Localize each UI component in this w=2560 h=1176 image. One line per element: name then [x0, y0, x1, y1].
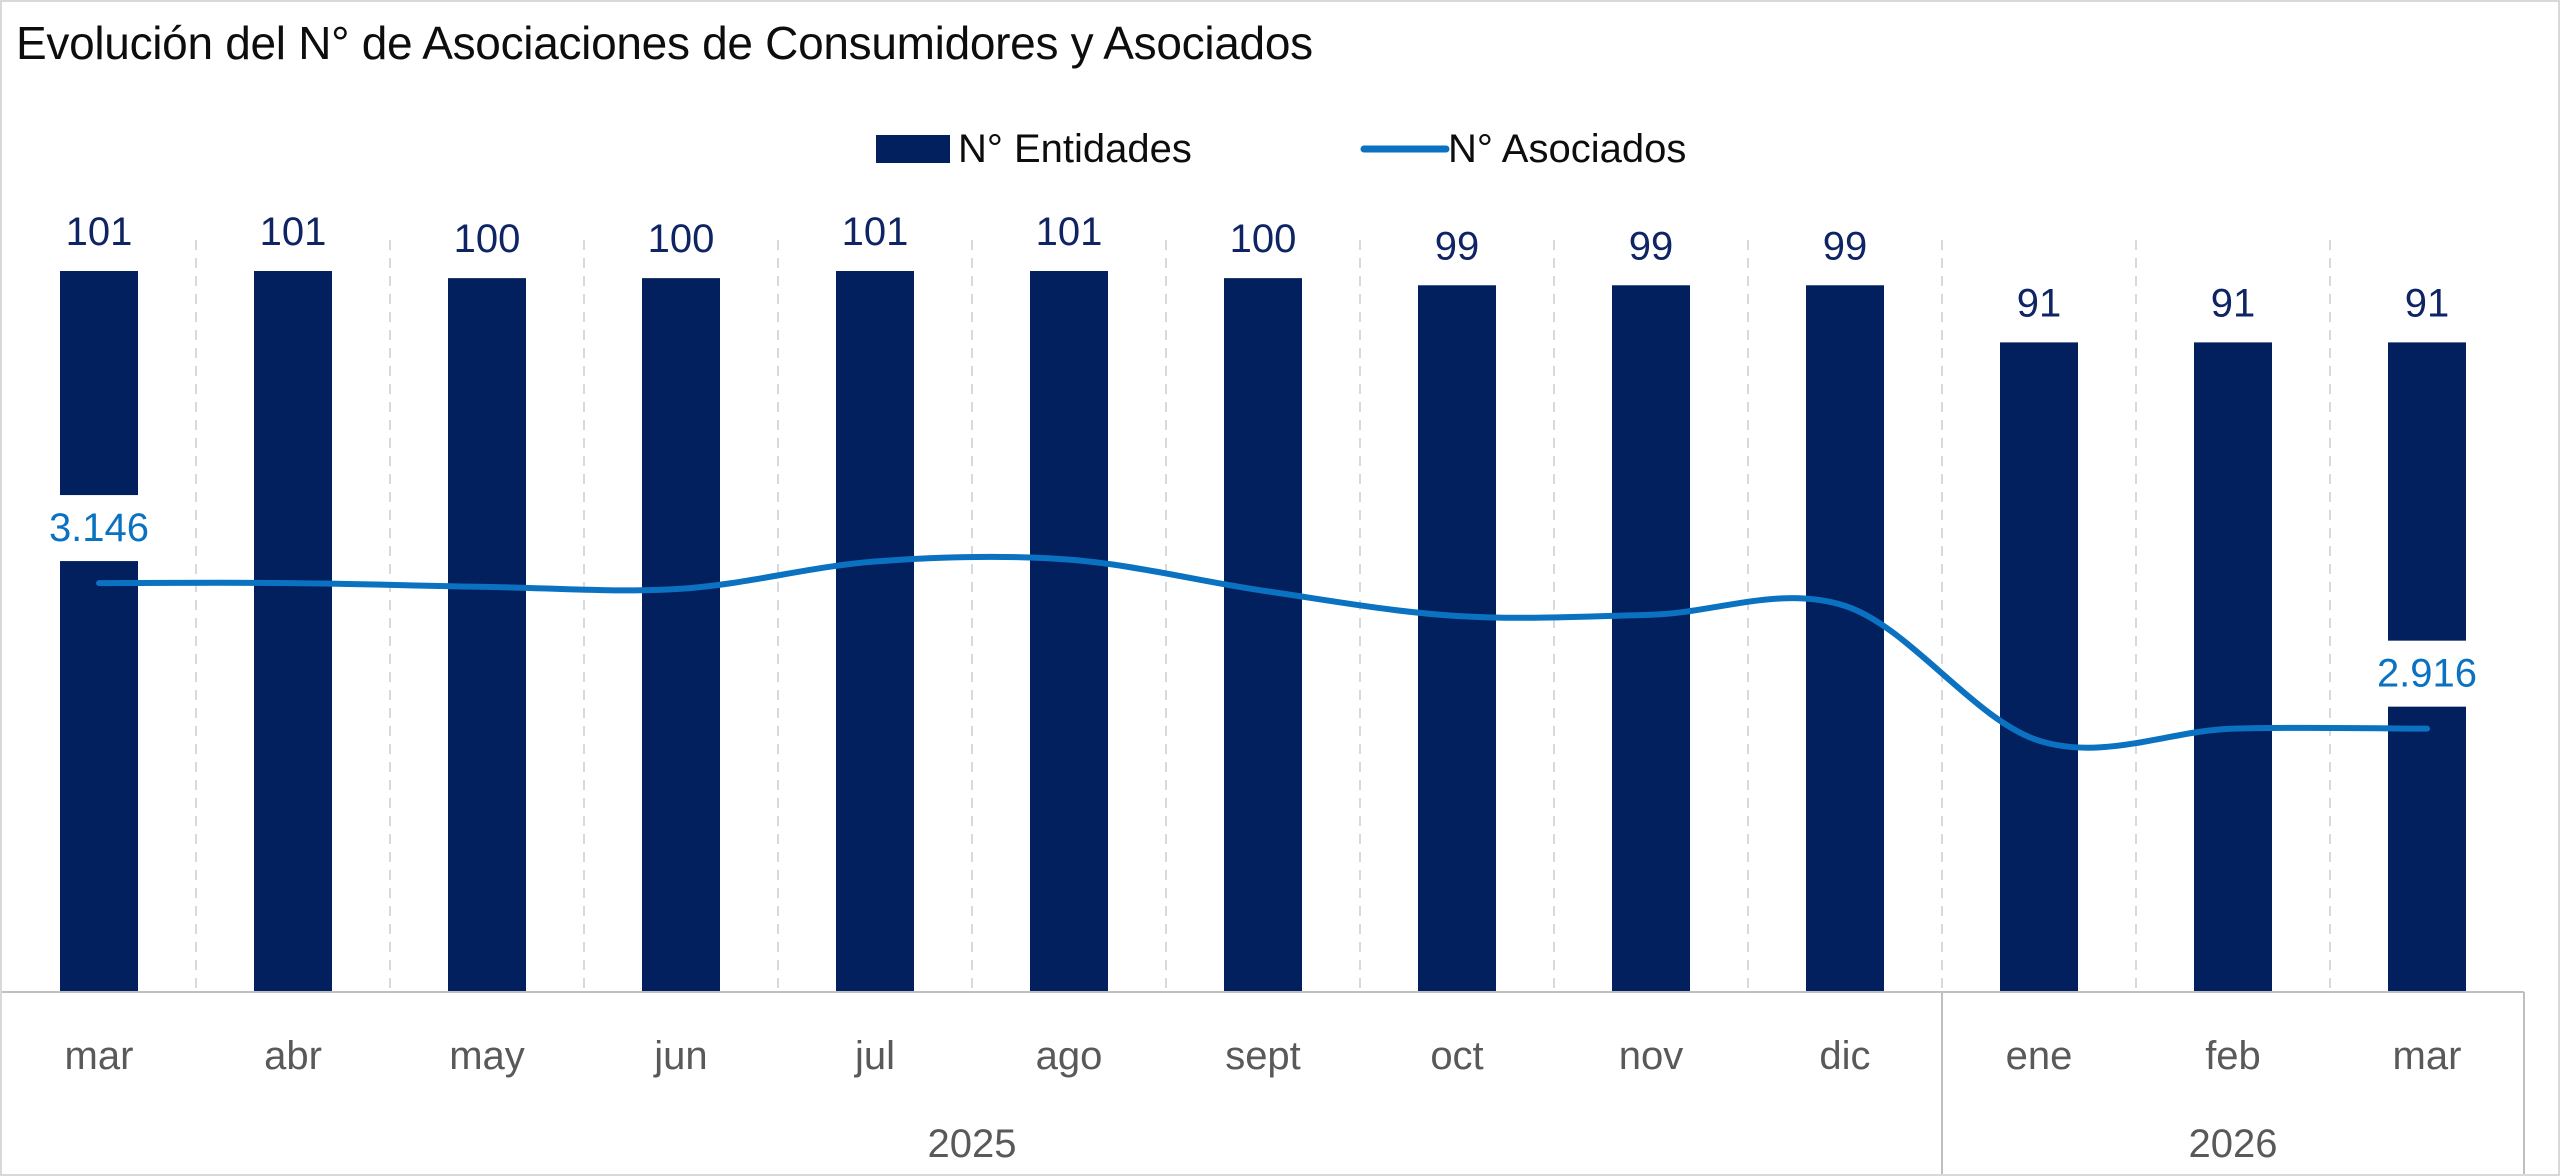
- bar: [2000, 342, 2078, 993]
- bar: [1030, 271, 1108, 992]
- bar: [60, 271, 138, 992]
- line-label-background: [2369, 640, 2485, 707]
- x-tick-label: oct: [1430, 1034, 1483, 1078]
- line-label-background: [41, 495, 157, 562]
- line-data-label: 3.146: [49, 506, 149, 550]
- bar-data-label: 101: [842, 210, 909, 254]
- x-tick-label: jun: [653, 1034, 707, 1078]
- bar: [448, 278, 526, 992]
- bar: [1418, 285, 1496, 992]
- x-axis: mar abr may jun jul ago sept oct nov dic ene feb mar…: [2, 991, 2525, 1174]
- x-tick-label: sept: [1225, 1034, 1301, 1078]
- data-labels: 101 101 100 100 101 101 100 99 99 99 91 91 91 3.146 2.…: [41, 210, 2485, 707]
- bars-entidades: [60, 271, 2466, 993]
- bar-data-label: 91: [2017, 281, 2062, 325]
- chart-title: Evolución del N° de Asociaciones de Cons…: [16, 17, 1313, 69]
- bar-data-label: 91: [2211, 281, 2256, 325]
- line-asociados: [96, 553, 2430, 751]
- x-tick-label: mar: [2393, 1034, 2462, 1078]
- x-tick-label: nov: [1619, 1034, 1684, 1078]
- x-tick-label: ago: [1036, 1034, 1103, 1078]
- bar-data-label: 101: [260, 210, 327, 254]
- x-tick-label: abr: [264, 1034, 322, 1078]
- x-group-label: 2025: [928, 1122, 1017, 1166]
- bar-data-label: 101: [1036, 210, 1103, 254]
- bar-data-label: 101: [66, 210, 133, 254]
- bar-data-label: 99: [1629, 224, 1674, 268]
- bar: [254, 271, 332, 992]
- series-line-asociados: [96, 553, 2430, 751]
- bar-data-label: 99: [1435, 224, 1480, 268]
- bar-data-label: 91: [2405, 281, 2450, 325]
- bar: [1806, 285, 1884, 992]
- x-tick-label: mar: [65, 1034, 134, 1078]
- bar: [1612, 285, 1690, 992]
- bar: [642, 278, 720, 992]
- x-tick-label: dic: [1819, 1034, 1870, 1078]
- bar-data-label: 100: [648, 217, 715, 261]
- legend: N° Entidades N° Asociados: [876, 127, 1686, 171]
- x-tick-label: may: [449, 1034, 525, 1078]
- x-tick-label: ene: [2006, 1034, 2073, 1078]
- bar-data-label: 99: [1823, 224, 1868, 268]
- bar: [1224, 278, 1302, 992]
- bar: [2194, 342, 2272, 993]
- legend-label-entidades: N° Entidades: [958, 127, 1192, 171]
- bar-data-label: 100: [1230, 217, 1297, 261]
- x-group-label: 2026: [2189, 1122, 2278, 1166]
- line-data-label: 2.916: [2377, 652, 2477, 696]
- x-tick-label: feb: [2205, 1034, 2261, 1078]
- legend-swatch-entidades: [876, 135, 950, 163]
- x-tick-label: jul: [854, 1034, 895, 1078]
- bar: [836, 271, 914, 992]
- legend-label-asociados: N° Asociados: [1448, 127, 1686, 171]
- bar-data-label: 100: [454, 217, 521, 261]
